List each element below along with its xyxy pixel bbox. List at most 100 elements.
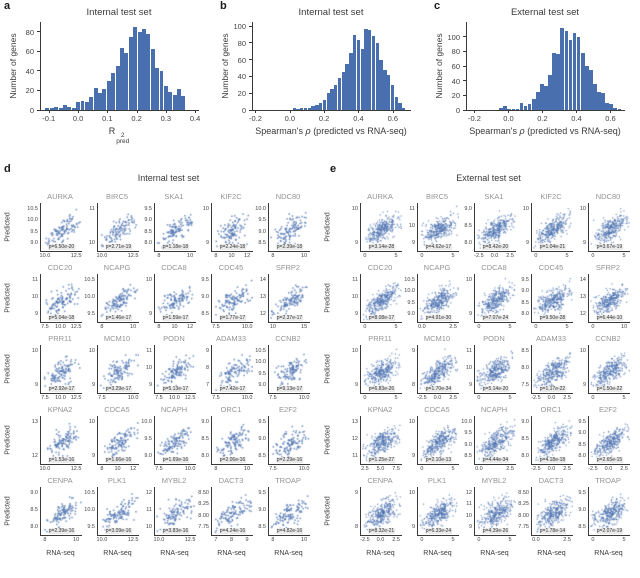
mini-y-tick-label: 10.0 — [255, 359, 266, 366]
scatter-cell-CCNB2: CCNB2 p=1.50e-22 10 9 0 5 — [574, 334, 631, 406]
scatter-cell-SFRP2: SFRP2 p=2.37e-17 14 13 12 10 15 — [254, 263, 311, 335]
histogram-bar — [548, 74, 552, 110]
gene-title: ORC1 — [540, 405, 562, 414]
scatter-plot-area: p=3.83e-16 — [154, 487, 196, 536]
mini-y-tick-label: 11 — [89, 205, 95, 212]
scatter-plot-area: p=6.44e-10 — [588, 274, 630, 323]
scatter-points — [41, 345, 82, 393]
scatter-plot-area: p=8.08e-17 — [360, 274, 402, 323]
mini-x-tick-label: 7.5 — [155, 466, 163, 472]
mini-y-tick-label: 9 — [205, 240, 209, 247]
p-value-label: p=4.24e-16 — [218, 528, 247, 534]
mini-x-tick-label: 0 — [420, 253, 424, 259]
histogram-bar — [124, 53, 129, 110]
mini-x-tick-label: 0.0 — [547, 466, 556, 472]
mini-x-tick-label: 0 — [477, 324, 481, 330]
y-tick-label: 80 — [237, 38, 246, 48]
mini-y-tick-label: 9.5 — [258, 370, 266, 377]
scatter-cell-SKA1: SKA1 p=8.42e-20 9.0 8.5 8.0 -2.5 0.0 2.5 — [460, 192, 517, 264]
histogram-bar — [337, 78, 342, 110]
scatter-points — [475, 274, 516, 322]
p-value-label: p=1.25e-27 — [367, 457, 396, 463]
histogram-bar — [398, 103, 402, 110]
scatter-plot-area: p=1.59e-17 — [154, 274, 196, 323]
mini-x-tick-label: 10 — [130, 324, 137, 330]
x-tick-mark — [195, 110, 197, 113]
x-tick-label: -0.2 — [248, 114, 262, 123]
mini-x-tick-label: 12.5 — [127, 253, 139, 259]
scatter-plot-area: p=2.65e-15 — [588, 416, 630, 465]
mini-y-tick-label: 8.50 — [198, 489, 209, 496]
panel-c-xlabel: Spearman's ρ (predicted vs RNA-seq) — [469, 126, 621, 136]
panel-b-title: Internal test set — [298, 7, 364, 18]
gene-title: PRR11 — [368, 334, 392, 343]
mini-y-tick-label: 10 — [202, 205, 209, 212]
scatter-plot-area: p=1.50e-22 — [588, 345, 630, 394]
mini-y-tick-label: 13 — [259, 294, 266, 301]
panel-c-plot — [466, 22, 625, 111]
scatter-points — [475, 487, 516, 535]
panel-b-histogram: b Internal test set Number of genes Spea… — [212, 0, 426, 160]
gene-title: CCNB2 — [275, 334, 301, 343]
mini-x-tick-label: 5 — [622, 395, 626, 401]
mini-x-tick-label: 7.5 — [41, 395, 49, 401]
scatter-plot-area: p=5.13e-17 — [154, 345, 196, 394]
histogram-bar — [568, 40, 573, 110]
gene-title: ADAM33 — [215, 334, 246, 343]
gene-title: CENPA — [47, 476, 73, 485]
mini-y-tick-label: 9.5 — [201, 276, 209, 283]
p-value-label: p=1.53e-16 — [47, 457, 76, 463]
gene-title: KIF2C — [220, 192, 242, 201]
mini-y-tick-label: 8.5 — [144, 228, 152, 235]
x-tick-label: 0.4 — [353, 114, 364, 123]
x-tick-label: 0.0 — [72, 114, 84, 123]
gene-title: MYBL2 — [161, 476, 187, 485]
mini-x-tick-label: -2.5 — [588, 466, 598, 472]
histogram-bar — [345, 63, 349, 110]
mini-x-tick-label: -2.5 — [531, 466, 541, 472]
mini-y-tick-label: 11 — [146, 507, 152, 514]
gene-title: PRR11 — [48, 334, 72, 343]
p-value-label: p=8.08e-17 — [367, 315, 396, 321]
mini-y-tick-label: 10.5 — [84, 489, 95, 496]
mini-y-tick-label: 9.5 — [87, 524, 95, 531]
scatter-plot-area: p=4.39e-26 — [474, 487, 516, 536]
gene-title: ADAM33 — [535, 334, 566, 343]
gene-title: PODN — [163, 334, 185, 343]
histogram-bar — [58, 108, 63, 110]
histogram-bar — [54, 107, 59, 110]
gene-title: NCAPH — [480, 405, 508, 414]
scatter-cell-DACT3: DACT3 p=4.24e-16 8.50 8.25 8.00 7.75 7 8 9 — [197, 476, 254, 548]
mini-x-tick-label: 0 — [363, 324, 367, 330]
histogram-bar — [544, 85, 548, 110]
x-tick-label: 0.4 — [189, 114, 201, 123]
scatter-cell-CDC45: CDC45 p=1.77e-17 9.5 9.0 8.5 7.5 10.0 — [197, 263, 254, 335]
scatter-points — [155, 487, 196, 535]
mini-y-tick-label: 13 — [351, 418, 358, 425]
mini-x-tick-label: 8 — [214, 253, 218, 259]
scatter-points — [532, 345, 573, 393]
mini-x-tick-label: 7.5 — [269, 395, 277, 401]
scatter-points — [532, 274, 573, 322]
p-value-label: p=3.14e-28 — [367, 244, 396, 250]
scatter-plot-area: p=1.46e-17 — [97, 274, 139, 323]
y-tick-mark — [37, 70, 40, 72]
scatter-plot-area: p=9.13e-17 — [268, 345, 310, 394]
mini-x-tick-label: 0.0 — [490, 253, 499, 259]
mini-x-tick-label: 0 — [477, 537, 481, 543]
mini-y-tick-label: 10.0 — [84, 507, 95, 514]
y-tick-label: 80 — [25, 27, 34, 37]
predicted-axis-label: Predicted — [324, 425, 332, 455]
mini-y-tick-label: 9.0 — [464, 441, 472, 448]
mini-x-tick-label: 0 — [363, 395, 367, 401]
scatter-points — [418, 416, 459, 464]
scatter-points — [418, 203, 459, 251]
panel-e-scatter-grid: e External test set AURKA p=3.14e-28 10 9 0 5… — [320, 160, 640, 578]
mini-y-tick-label: 11 — [466, 501, 472, 508]
mini-y-tick-label: 9.5 — [258, 217, 266, 224]
mini-y-tick-label: 8.25 — [518, 501, 529, 508]
histogram-bar — [572, 33, 577, 110]
scatter-points — [155, 274, 196, 322]
gene-title: E2F2 — [279, 405, 297, 414]
scatter-cell-NDC80: NDC80 p=2.39e-18 10.0 9.5 9.0 8.5 8 10 — [254, 192, 311, 264]
